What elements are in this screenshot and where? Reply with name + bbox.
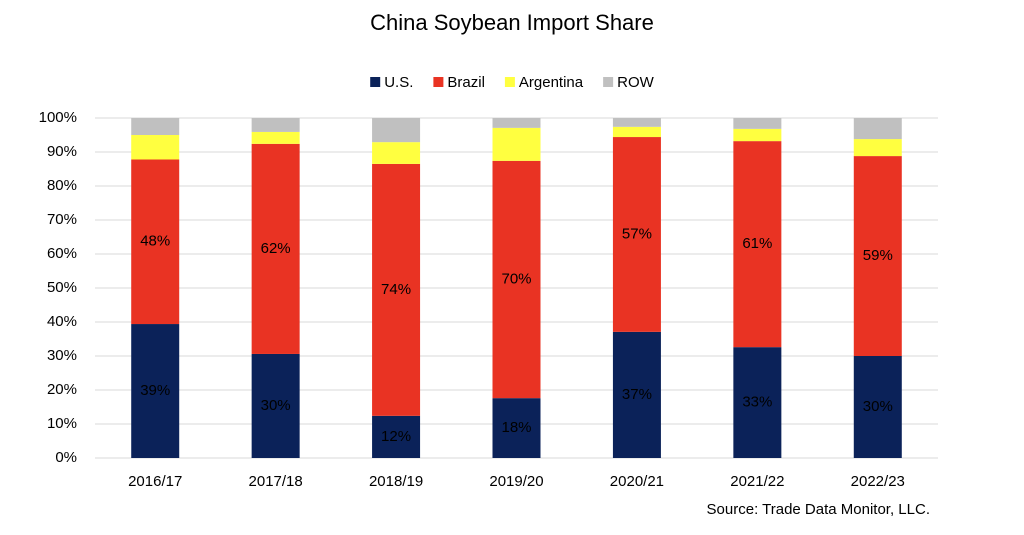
bar-segment	[733, 118, 782, 129]
y-tick-label: 30%	[47, 347, 77, 364]
bar-segment	[492, 398, 541, 458]
y-tick-label: 70%	[47, 211, 77, 228]
bar-segment	[733, 141, 782, 348]
legend-label: Argentina	[519, 74, 584, 91]
bar-segment	[131, 324, 180, 458]
bar-segment	[251, 353, 300, 458]
bar-segment	[733, 347, 782, 458]
data-label: 39%	[140, 382, 170, 399]
bar-segment	[853, 118, 902, 140]
x-tick-label: 2021/22	[730, 473, 784, 490]
legend-label: ROW	[617, 74, 655, 91]
bar-segment	[372, 415, 421, 458]
legend-swatch	[370, 77, 381, 87]
y-tick-label: 50%	[47, 279, 77, 296]
bar-segment	[612, 137, 661, 332]
legend-swatch	[504, 77, 515, 87]
bar-segment	[131, 135, 180, 160]
data-label: 48%	[140, 233, 170, 250]
data-label: 57%	[622, 225, 652, 242]
data-label: 62%	[261, 240, 291, 257]
y-tick-label: 20%	[47, 381, 77, 398]
data-label: 59%	[863, 247, 893, 264]
legend-swatch	[433, 77, 444, 87]
source-note: Source: Trade Data Monitor, LLC.	[707, 501, 930, 518]
data-label: 33%	[742, 394, 772, 411]
bar-segment	[612, 126, 661, 138]
y-tick-label: 40%	[47, 313, 77, 330]
bar-segment	[733, 128, 782, 142]
data-label: 30%	[863, 398, 893, 415]
y-tick-label: 10%	[47, 415, 77, 432]
bar-segment	[131, 159, 180, 325]
bar-segment	[853, 156, 902, 356]
data-label: 37%	[622, 386, 652, 403]
y-tick-label: 100%	[39, 109, 77, 126]
bar-segment	[372, 142, 421, 164]
x-tick-label: 2017/18	[249, 473, 303, 490]
bar-segment	[131, 118, 180, 135]
x-tick-label: 2016/17	[128, 473, 182, 490]
x-tick-label: 2022/23	[851, 473, 905, 490]
bar-segment	[492, 160, 541, 399]
data-label: 12%	[381, 428, 411, 445]
x-tick-label: 2019/20	[489, 473, 543, 490]
data-label: 70%	[501, 270, 531, 287]
bar-segment	[492, 127, 541, 161]
data-label: 18%	[501, 419, 531, 436]
y-tick-label: 0%	[55, 449, 77, 466]
y-tick-label: 80%	[47, 177, 77, 194]
bar-segment	[612, 118, 661, 127]
bar-segment	[853, 356, 902, 458]
legend-label: Brazil	[447, 74, 485, 91]
y-tick-label: 90%	[47, 143, 77, 160]
bar-segment	[372, 163, 421, 416]
bar-segment	[251, 131, 300, 144]
bar-segment	[372, 118, 421, 143]
bar-segment	[612, 331, 661, 458]
bar-segment	[492, 118, 541, 128]
x-tick-label: 2018/19	[369, 473, 423, 490]
legend-label: U.S.	[384, 74, 413, 91]
bar-segment	[251, 143, 300, 354]
bar-segment	[853, 139, 902, 157]
legend-swatch	[603, 77, 614, 87]
data-label: 61%	[742, 235, 772, 252]
y-tick-label: 60%	[47, 245, 77, 262]
data-label: 74%	[381, 281, 411, 298]
bar-segment	[251, 118, 300, 132]
data-label: 30%	[261, 397, 291, 414]
x-tick-label: 2020/21	[610, 473, 664, 490]
chart-title: China Soybean Import Share	[370, 10, 654, 35]
